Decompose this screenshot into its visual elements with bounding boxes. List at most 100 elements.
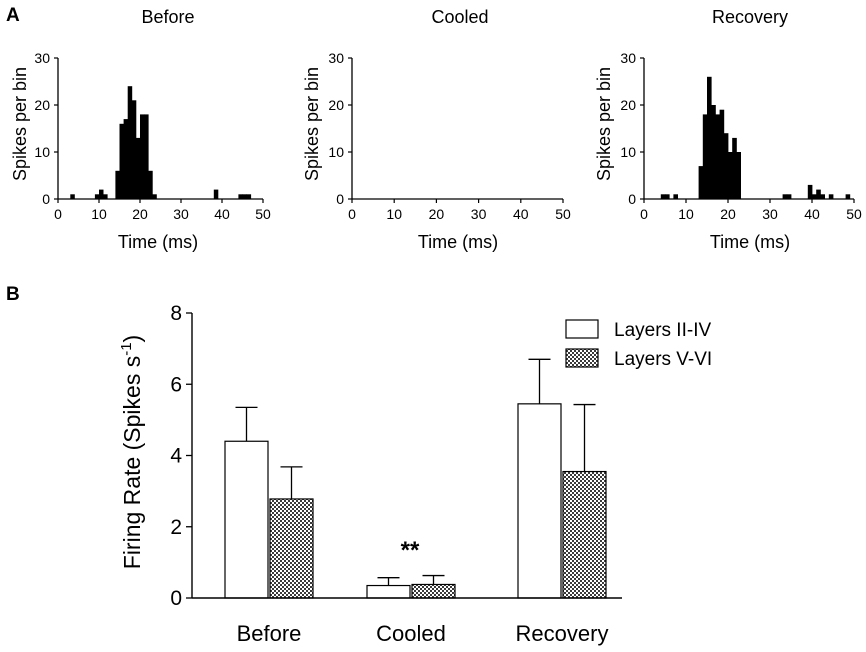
firing-rate-ytick-label: 4: [170, 445, 182, 468]
histogram-before-bin: [99, 189, 104, 199]
histogram-recovery-xtick-label: 30: [762, 206, 778, 222]
histogram-cooled-xlabel: Time (ms): [418, 232, 498, 252]
histogram-before-bin: [103, 194, 108, 199]
histogram-cooled-ytick-label: 20: [328, 97, 344, 113]
histogram-recovery-bin: [807, 184, 813, 199]
histogram-before-bin: [148, 170, 153, 199]
histogram-cooled-xtick-label: 40: [513, 206, 529, 222]
histogram-before-bin: [127, 86, 133, 199]
firing-rate-ytick-label: 8: [170, 302, 182, 325]
legend-swatch-layers-v-vi: [565, 348, 599, 368]
histogram-recovery-bin: [715, 114, 720, 199]
histogram-recovery-bin: [786, 194, 792, 199]
histogram-before-bin: [238, 194, 243, 199]
histogram-before-bin: [135, 137, 141, 199]
histogram-recovery-bin: [665, 194, 670, 199]
histogram-recovery-bin: [728, 152, 733, 199]
histogram-recovery-ytick-label: 20: [620, 97, 636, 113]
histogram-recovery-bin: [707, 76, 712, 199]
histogram-recovery-xtick-label: 40: [804, 206, 820, 222]
histogram-recovery-bin: [660, 194, 666, 199]
histogram-before-title: Before: [141, 7, 194, 27]
histogram-cooled-ytick-label: 0: [336, 191, 344, 207]
histogram-recovery-bin: [816, 189, 821, 199]
bar-layers-v-vi-cooled: [411, 583, 456, 599]
histogram-recovery-bin: [702, 114, 708, 199]
histogram-before-bin: [140, 114, 145, 199]
histogram-recovery-bin: [673, 194, 678, 199]
bar-layers-ii-iv-before: [224, 440, 269, 599]
histogram-before-bin: [144, 114, 149, 199]
firing-rate-axes: Before Cooled Recovery 0 2 4 6 8: [170, 302, 622, 646]
histogram-cooled-xtick-label: 50: [555, 206, 571, 222]
histogram-recovery-ytick-label: 30: [620, 50, 636, 66]
histogram-cooled-xtick-label: 20: [429, 206, 445, 222]
firing-rate-ylabel-main: Firing Rate (Spikes s: [119, 356, 145, 569]
histogram-before-ytick-label: 20: [34, 97, 50, 113]
bar-layers-v-vi-before: [269, 498, 314, 599]
histogram-recovery-bin: [845, 194, 851, 199]
legend-swatch-layers-ii-iv: [565, 319, 599, 339]
histogram-before-xtick-label: 30: [173, 206, 189, 222]
histogram-recovery-bin: [711, 105, 716, 199]
histogram-before-bin: [119, 123, 124, 199]
histogram-cooled-title: Cooled: [431, 7, 488, 27]
histogram-before-bin: [115, 170, 120, 199]
histogram-before-bins: [70, 86, 252, 199]
histogram-recovery-title: Recovery: [712, 7, 788, 27]
significance-marker: **: [401, 537, 420, 564]
histogram-recovery-bin: [723, 133, 729, 199]
firing-rate-ytick-label: 6: [170, 373, 182, 396]
histogram-cooled-ylabel: Spikes per bin: [302, 67, 322, 181]
histogram-cooled-xtick-label: 30: [471, 206, 487, 222]
firing-rate-ytick-label: 2: [170, 516, 182, 539]
histogram-before-bin: [94, 194, 100, 199]
histogram-cooled-xtick-label: 0: [348, 206, 356, 222]
histogram-recovery-xtick-label: 50: [846, 206, 862, 222]
histogram-cooled: 0 10 20 30 40 50 0 10 20 30 Cooled Time (ms) Spik…: [302, 7, 571, 252]
histogram-before-axes: 0 10 20 30 40 50 0 10 20 30: [34, 50, 271, 222]
histogram-before-xtick-label: 10: [91, 206, 107, 222]
histogram-before-bin: [213, 189, 219, 199]
firing-rate-bars: [224, 358, 607, 599]
histogram-before-bin: [246, 194, 252, 199]
histogram-recovery-xtick-label: 10: [678, 206, 694, 222]
panel-a-label: A: [6, 5, 20, 26]
firing-rate-ylabel-close: ): [119, 335, 145, 343]
histogram-recovery-bin: [732, 137, 737, 199]
firing-rate-ylabel-superscript: -1: [118, 342, 135, 355]
category-label: Recovery: [516, 621, 609, 646]
legend-label-layers-v-vi: Layers V-VI: [614, 349, 712, 370]
histogram-recovery-axes: 0 10 20 30 40 50 0 10 20 30: [620, 50, 862, 222]
histogram-cooled-axes: 0 10 20 30 40 50 0 10 20 30: [328, 50, 571, 222]
histogram-recovery-bin: [820, 194, 825, 199]
histogram-before-bin: [70, 194, 75, 199]
histogram-before-ytick-label: 10: [34, 144, 50, 160]
histogram-recovery-xlabel: Time (ms): [710, 232, 790, 252]
histogram-recovery-bin: [812, 194, 817, 199]
bar-layers-v-vi-recovery: [562, 470, 607, 599]
histogram-cooled-ytick-label: 10: [328, 144, 344, 160]
histogram-before-ylabel: Spikes per bin: [10, 67, 30, 181]
histogram-recovery-ytick-label: 10: [620, 144, 636, 160]
histogram-recovery: 0 10 20 30 40 50 0 10 20 30 Recovery Time (ms) Sp…: [594, 7, 862, 252]
histogram-before-bin: [131, 100, 137, 199]
panel-b-label: B: [6, 284, 20, 305]
histogram-before-xlabel: Time (ms): [118, 232, 198, 252]
histogram-before-xtick-label: 50: [255, 206, 271, 222]
histogram-recovery-bin: [828, 194, 834, 199]
category-label: Before: [237, 621, 302, 646]
histogram-before-bin: [152, 194, 157, 199]
histogram-cooled-ytick-label: 30: [328, 50, 344, 66]
histogram-recovery-ytick-label: 0: [628, 191, 636, 207]
firing-rate-ytick-label: 0: [170, 587, 182, 610]
histogram-before-bin: [242, 194, 247, 199]
histogram-recovery-bin: [698, 166, 704, 199]
histogram-before-bin: [123, 119, 129, 199]
histogram-cooled-xtick-label: 10: [386, 206, 402, 222]
histogram-recovery-xtick-label: 20: [720, 206, 736, 222]
category-label: Cooled: [376, 621, 446, 646]
histogram-recovery-bins: [660, 76, 851, 199]
histogram-before-ytick-label: 30: [34, 50, 50, 66]
